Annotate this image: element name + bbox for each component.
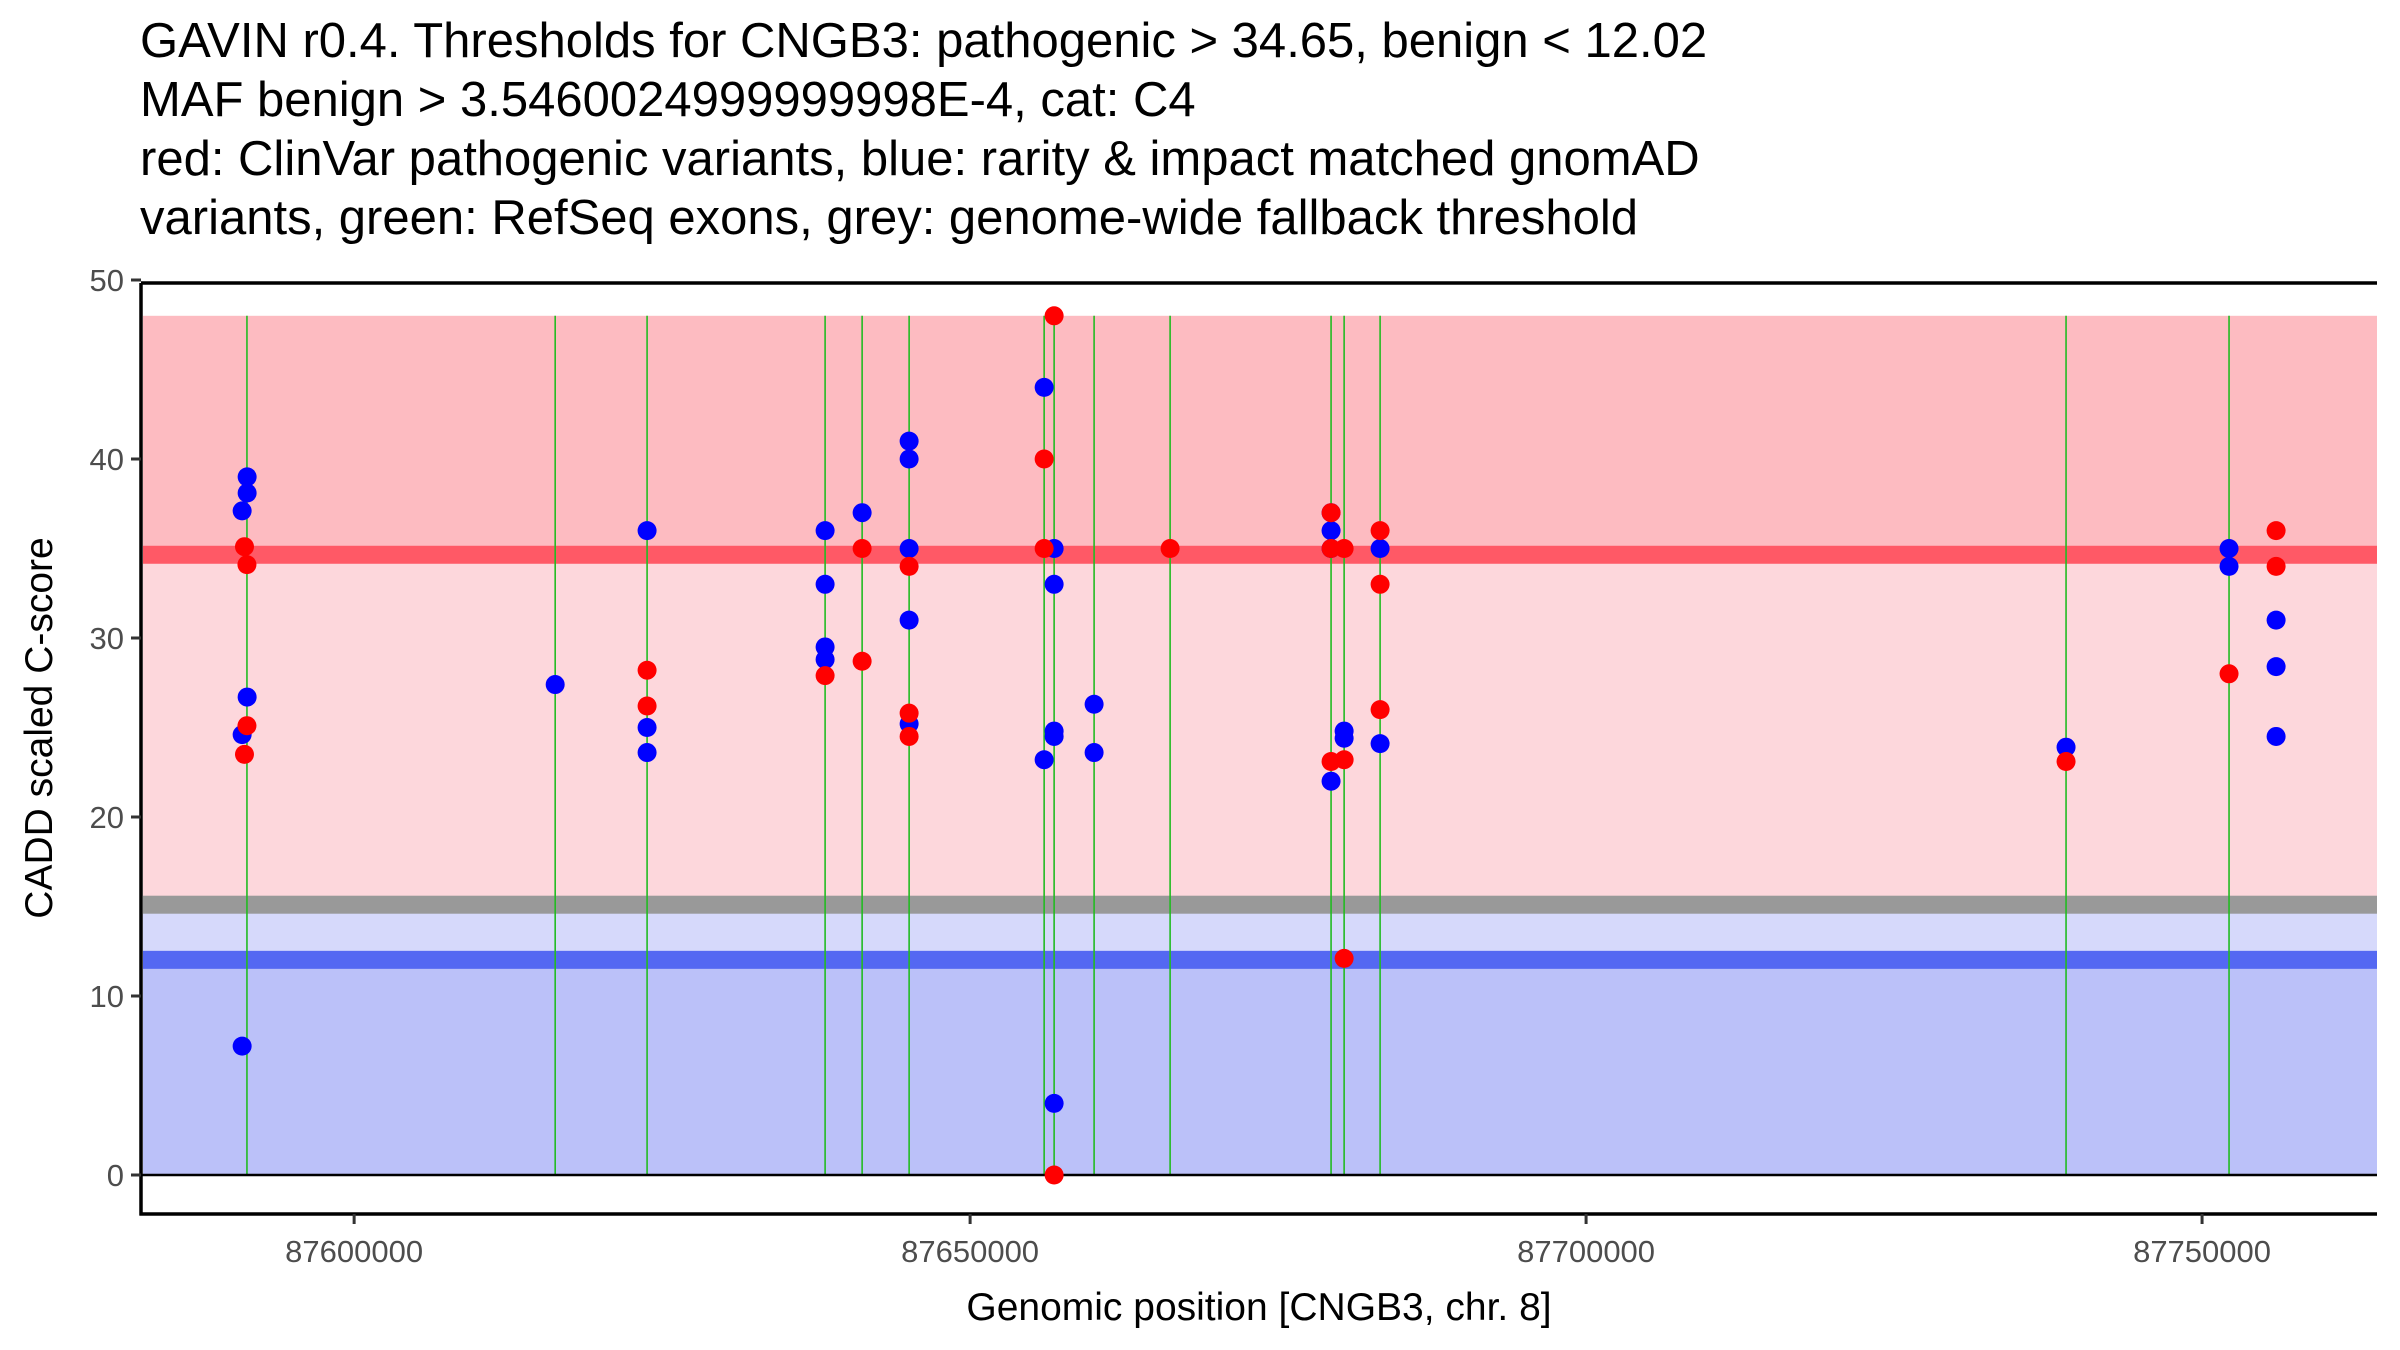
y-tick-label: 50 xyxy=(90,263,124,298)
pathogenic-variant-point xyxy=(234,744,254,764)
population-variant-point xyxy=(899,449,919,469)
population-variant-point xyxy=(852,503,872,523)
x-tick-label: 87650000 xyxy=(901,1234,1039,1269)
pathogenic-variant-point xyxy=(1044,1165,1064,1185)
pathogenic-variant-point xyxy=(1321,503,1341,523)
population-variant-point xyxy=(1370,539,1390,558)
population-variant-point xyxy=(2266,726,2286,746)
x-tick-label: 87700000 xyxy=(1517,1234,1655,1269)
x-tick-label: 87600000 xyxy=(285,1234,423,1269)
population-variant-point xyxy=(815,574,835,594)
population-variant-point xyxy=(2266,610,2286,630)
axes-layer: 0 10 20 30 40 50 87600000 87650000 87700000 87750… xyxy=(90,263,2377,1269)
pathogenic-variant-point xyxy=(1034,539,1054,558)
pathogenic-variant-point xyxy=(637,696,657,716)
population-variant-point xyxy=(232,501,252,521)
y-tick-label: 10 xyxy=(90,979,124,1014)
pathogenic-variant-point xyxy=(815,666,835,686)
pathogenic-variant-point xyxy=(852,651,872,671)
population-variant-point xyxy=(1370,734,1390,754)
population-variant-point xyxy=(2266,657,2286,677)
pathogenic-variant-point xyxy=(1370,521,1390,541)
population-variant-point xyxy=(232,1036,252,1056)
pathogenic-variant-point xyxy=(237,716,257,736)
population-variant-point xyxy=(637,718,657,737)
title-line-4: variants, green: RefSeq exons, grey: gen… xyxy=(140,191,1639,245)
population-variant-point xyxy=(2219,539,2239,558)
pathogenic-variant-point xyxy=(1321,539,1341,558)
population-variant-point xyxy=(637,743,657,763)
population-variant-point xyxy=(1034,750,1054,770)
pathogenic-variant-point xyxy=(1034,449,1054,469)
population-variant-point xyxy=(1084,743,1104,763)
fallback-threshold-line xyxy=(143,895,2377,914)
pathogenic-variant-point xyxy=(237,555,257,575)
population-variant-point xyxy=(1321,521,1341,541)
population-variant-point xyxy=(237,467,257,487)
band-upper-mid-zone xyxy=(143,554,2377,905)
pathogenic-variant-point xyxy=(899,556,919,576)
y-tick-label: 40 xyxy=(90,442,124,477)
points-layer xyxy=(232,306,2286,1185)
band-pathogenic-zone xyxy=(143,315,2377,555)
population-variant-point xyxy=(637,521,657,541)
pathogenic-variant-point xyxy=(234,537,254,557)
chart-title: GAVIN r0.4. Thresholds for CNGB3: pathog… xyxy=(140,12,1707,248)
band-lower-mid-zone xyxy=(143,904,2377,960)
bands-layer xyxy=(143,315,2377,1175)
population-variant-point xyxy=(1034,377,1054,397)
pathogenic-variant-point xyxy=(2219,664,2239,684)
population-variant-point xyxy=(1044,726,1064,746)
pathogenic-variant-point xyxy=(899,726,919,746)
pathogenic-variant-point xyxy=(852,539,872,558)
population-variant-point xyxy=(815,649,835,669)
population-variant-point xyxy=(1084,694,1104,714)
y-tick-label: 20 xyxy=(90,800,124,835)
title-line-2: MAF benign > 3.5460024999999998E-4, cat:… xyxy=(140,73,1196,127)
population-variant-point xyxy=(237,483,257,503)
pathogenic-variant-point xyxy=(1370,700,1390,720)
pathogenic-variant-point xyxy=(1370,574,1390,594)
population-variant-point xyxy=(237,687,257,707)
population-variant-point xyxy=(899,431,919,451)
pathogenic-variant-point xyxy=(1334,750,1354,770)
x-axis-title: Genomic position [CNGB3, chr. 8] xyxy=(966,1286,1551,1329)
title-line-1: GAVIN r0.4. Thresholds for CNGB3: pathog… xyxy=(140,14,1708,68)
y-axis-title: CADD scaled C-score xyxy=(18,537,61,918)
population-variant-point xyxy=(1044,574,1064,594)
pathogenic-variant-point xyxy=(2056,752,2076,772)
y-tick-label: 0 xyxy=(107,1158,124,1193)
population-variant-point xyxy=(815,521,835,541)
pathogenic-variant-point xyxy=(1160,539,1180,558)
population-variant-point xyxy=(899,610,919,630)
population-variant-point xyxy=(545,675,565,695)
pathogenic-threshold-line xyxy=(143,545,2377,564)
pathogenic-variant-point xyxy=(1334,539,1354,558)
population-variant-point xyxy=(2056,737,2076,757)
population-variant-point xyxy=(899,539,919,558)
pathogenic-variant-point xyxy=(2266,521,2286,541)
title-line-3: red: ClinVar pathogenic variants, blue: … xyxy=(140,132,1700,186)
population-variant-point xyxy=(1044,1093,1064,1113)
band-benign-zone xyxy=(143,959,2377,1175)
population-variant-point xyxy=(2219,556,2239,576)
benign-threshold-line xyxy=(143,950,2377,969)
x-tick-label: 87750000 xyxy=(2133,1234,2271,1269)
pathogenic-variant-point xyxy=(1334,948,1354,968)
pathogenic-variant-point xyxy=(1044,306,1064,326)
pathogenic-variant-point xyxy=(637,660,657,680)
pathogenic-variant-point xyxy=(2266,556,2286,576)
y-tick-label: 30 xyxy=(90,621,124,656)
pathogenic-variant-point xyxy=(899,703,919,723)
population-variant-point xyxy=(1321,771,1341,791)
population-variant-point xyxy=(1334,728,1354,748)
